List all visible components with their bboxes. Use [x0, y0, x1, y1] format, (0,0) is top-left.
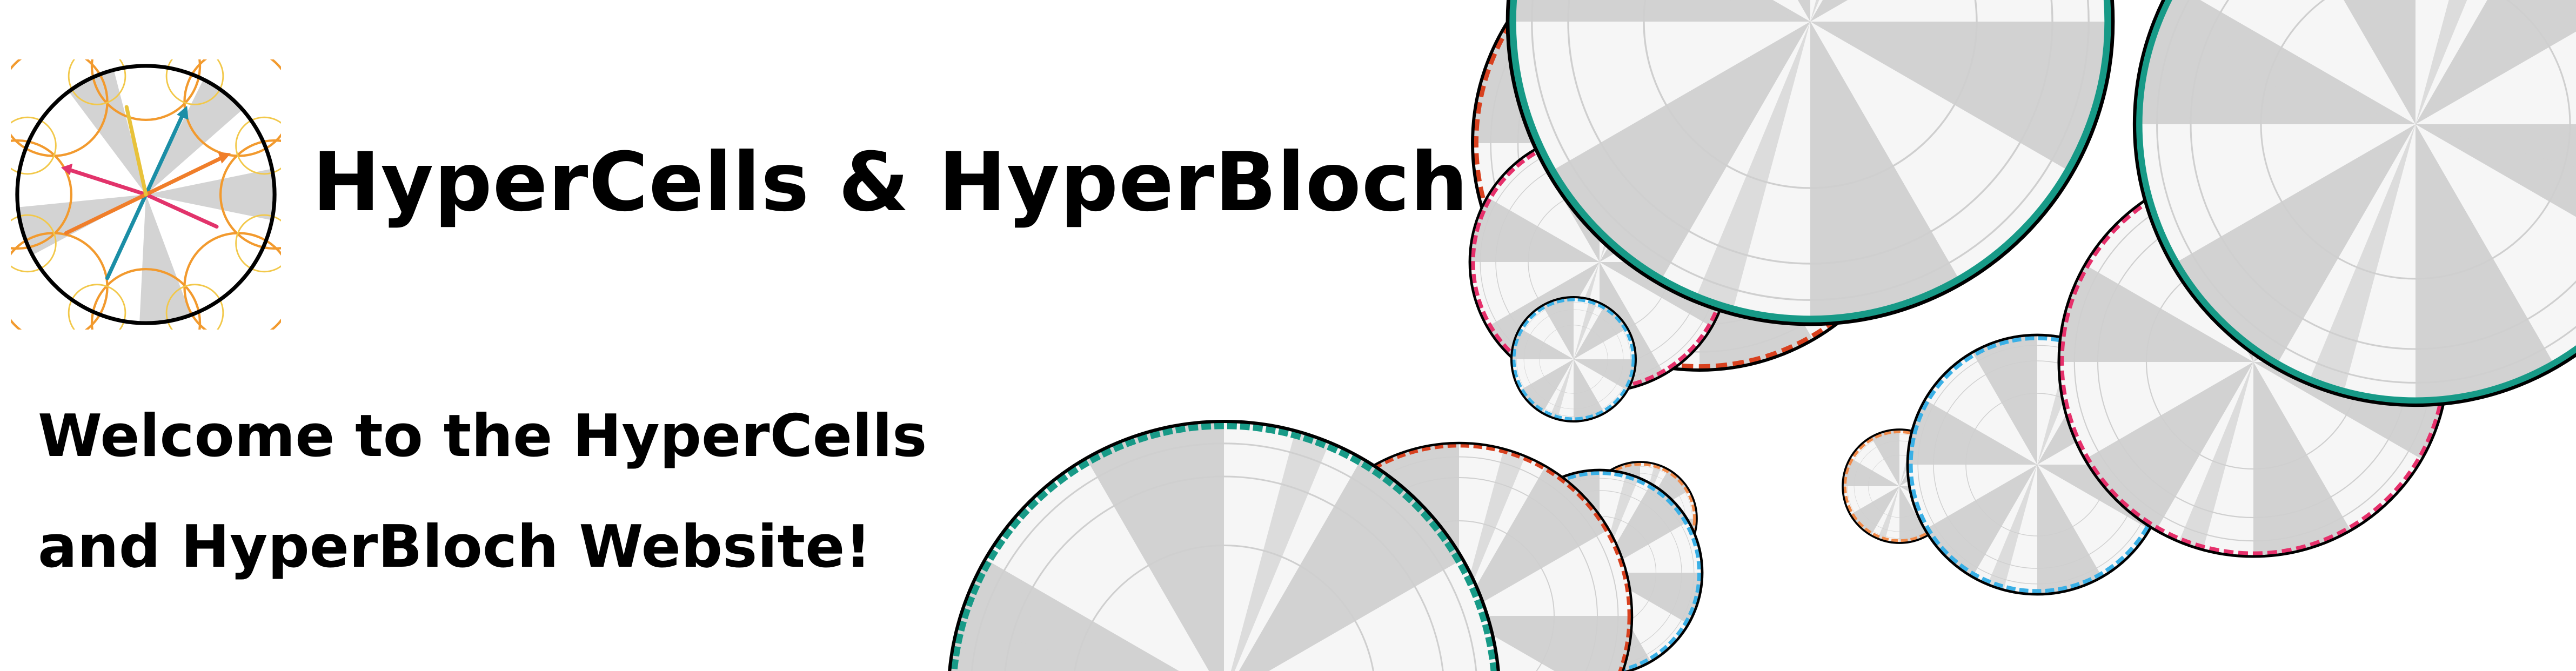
site-title: HyperCells & HyperBloch: [312, 136, 1469, 230]
welcome-message: Welcome to the HyperCells and HyperBloch…: [38, 381, 927, 602]
welcome-line-1: Welcome to the HyperCells: [38, 402, 927, 470]
hyperbolic-disk-logo-icon: [11, 59, 281, 330]
welcome-line-2: and HyperBloch Website!: [38, 513, 872, 581]
